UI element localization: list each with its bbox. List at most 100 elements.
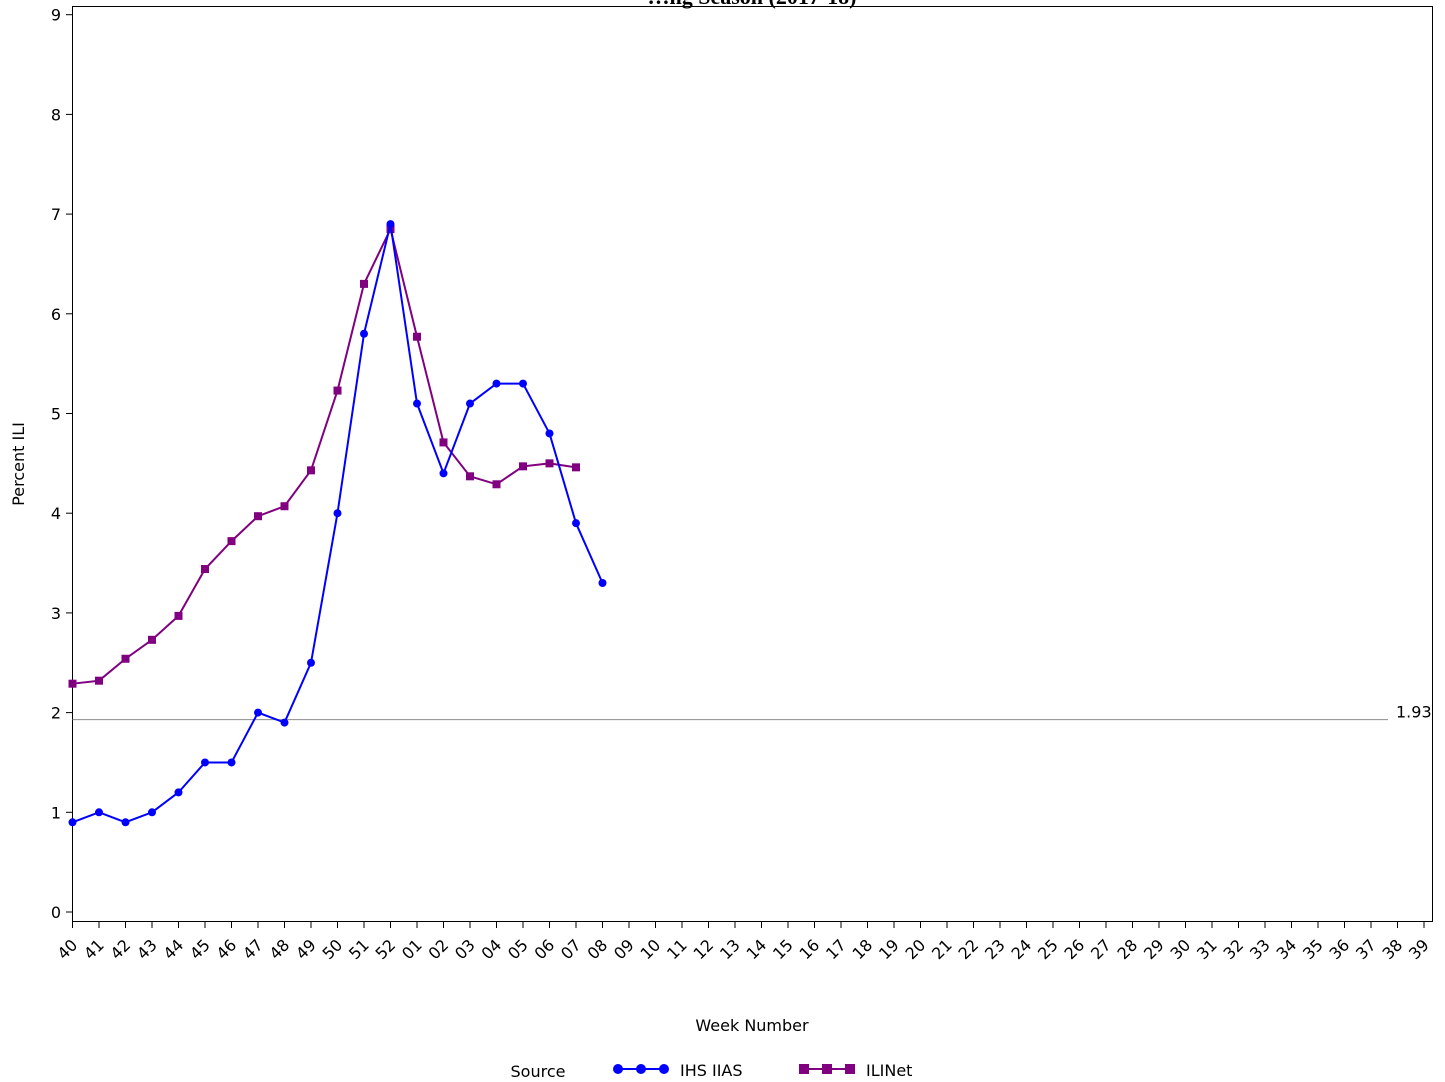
y-tick-label: 9	[51, 6, 61, 25]
x-tick-label: 49	[292, 935, 320, 963]
x-tick-label: 37	[1352, 935, 1380, 963]
data-point	[148, 635, 156, 644]
data-point	[121, 654, 130, 663]
data-point	[227, 758, 236, 767]
data-point	[280, 718, 289, 727]
legend-marker	[613, 1064, 623, 1074]
data-point	[174, 788, 183, 797]
data-point	[545, 459, 554, 468]
y-axis: 0 1 2 3 4 5 6 7 8 9	[51, 6, 73, 922]
x-tick-label: 08	[583, 935, 611, 963]
x-tick-label: 28	[1113, 935, 1141, 963]
x-tick-label: 17	[822, 935, 850, 963]
data-point	[254, 708, 262, 717]
x-tick-label: 51	[345, 935, 373, 963]
series-layer	[68, 220, 607, 827]
data-point	[68, 818, 77, 827]
data-point	[545, 429, 554, 438]
data-point	[174, 611, 183, 620]
legend-item: ILINet	[799, 1061, 912, 1080]
x-tick-label: 29	[1140, 935, 1168, 963]
data-point	[121, 818, 130, 827]
data-point	[333, 509, 342, 518]
title-layer: …ng Season (2017-18)	[647, 0, 856, 9]
x-axis: 4041424344454647484950515201020304050607…	[53, 922, 1433, 963]
y-tick-label: 3	[51, 604, 61, 623]
legend-item: IHS IIAS	[613, 1061, 743, 1080]
series-line	[72, 223, 604, 824]
x-tick-label: 40	[53, 935, 81, 963]
x-tick-label: 41	[80, 935, 108, 963]
x-tick-label: 07	[557, 935, 585, 963]
reference-line-label: 1.93	[1396, 703, 1432, 722]
data-point	[307, 466, 315, 475]
x-tick-label: 45	[186, 935, 214, 963]
x-tick-label: 21	[928, 935, 956, 963]
series-ilinet	[68, 225, 580, 688]
legend: Source IHS IIAS ILINet	[511, 1061, 913, 1081]
x-tick-label: 18	[848, 935, 876, 963]
data-point	[572, 463, 580, 472]
x-tick-label: 30	[1166, 935, 1194, 963]
data-point	[227, 537, 236, 546]
x-tick-label: 04	[477, 935, 505, 963]
x-tick-label: 05	[504, 935, 532, 963]
x-tick-label: 09	[610, 935, 638, 963]
legend-label: ILINet	[866, 1061, 912, 1080]
x-tick-label: 34	[1272, 935, 1300, 963]
x-tick-label: 20	[901, 935, 929, 963]
x-tick-label: 11	[663, 935, 691, 963]
x-tick-label: 24	[1007, 935, 1035, 963]
data-point	[201, 565, 209, 574]
x-tick-label: 25	[1034, 935, 1062, 963]
x-tick-label: 46	[212, 935, 240, 963]
x-tick-label: 38	[1378, 935, 1406, 963]
x-axis-label: Week Number	[695, 1016, 809, 1035]
x-tick-label: 19	[875, 935, 903, 963]
data-point	[307, 658, 315, 667]
data-point	[360, 329, 368, 338]
y-tick-label: 1	[51, 803, 61, 822]
data-point	[439, 469, 448, 478]
legend-title: Source	[511, 1062, 566, 1081]
data-point	[254, 512, 262, 521]
chart-title: …ng Season (2017-18)	[647, 0, 856, 9]
x-tick-label: 42	[106, 935, 134, 963]
reference-line-group: 1.93	[72, 703, 1432, 722]
x-tick-label: 10	[636, 935, 664, 963]
x-tick-label: 31	[1193, 935, 1221, 963]
data-point	[413, 399, 421, 408]
x-tick-label: 33	[1246, 935, 1274, 963]
data-point	[413, 332, 421, 341]
data-point	[519, 462, 527, 471]
x-tick-label: 43	[133, 935, 161, 963]
y-tick-label: 8	[51, 105, 61, 124]
data-point	[492, 379, 501, 388]
data-point	[386, 220, 395, 229]
legend-marker	[636, 1064, 646, 1074]
legend-marker	[799, 1064, 809, 1074]
x-tick-label: 27	[1087, 935, 1115, 963]
x-tick-label: 47	[239, 935, 267, 963]
x-tick-label: 15	[769, 935, 797, 963]
legend-label: IHS IIAS	[680, 1061, 743, 1080]
legend-marker	[659, 1064, 669, 1074]
legend-marker	[845, 1064, 855, 1074]
y-tick-label: 4	[51, 504, 61, 523]
x-tick-label: 26	[1060, 935, 1088, 963]
x-tick-label: 01	[398, 935, 426, 963]
x-tick-label: 50	[318, 935, 346, 963]
data-point	[333, 386, 342, 395]
data-point	[360, 279, 368, 288]
x-tick-label: 02	[424, 935, 452, 963]
data-point	[68, 679, 77, 688]
y-tick-label: 7	[51, 205, 61, 224]
data-point	[201, 758, 209, 767]
x-tick-label: 22	[954, 935, 982, 963]
x-tick-label: 48	[265, 935, 293, 963]
legend-marker	[822, 1064, 832, 1074]
plot-frame	[72, 6, 1433, 922]
x-tick-label: 44	[159, 935, 187, 963]
series-ihs-iias	[68, 220, 607, 827]
